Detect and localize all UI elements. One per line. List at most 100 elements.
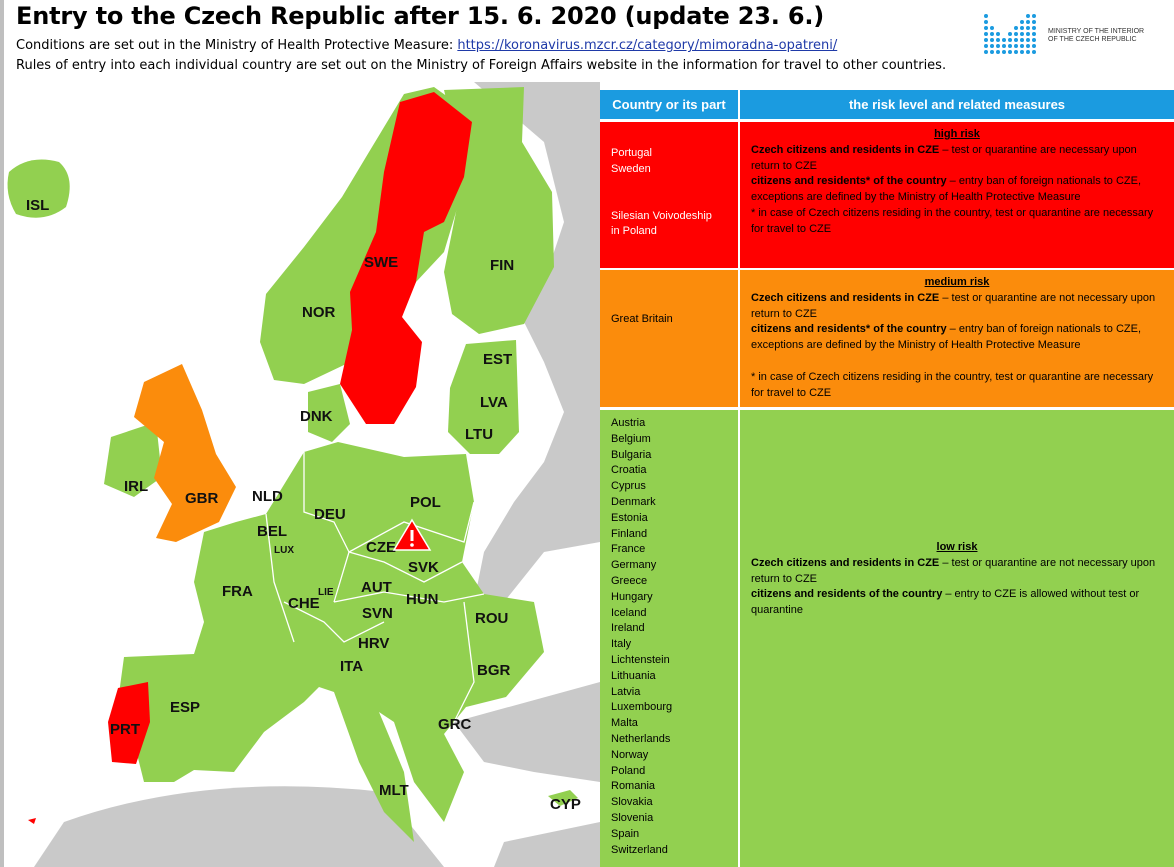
great-britain-shape — [134, 364, 236, 542]
low-risk-country: Switzerland — [611, 843, 668, 856]
label-hun: HUN — [406, 591, 439, 608]
low-risk-country: Austria — [611, 417, 646, 429]
low-risk-country: Lithuania — [611, 669, 656, 682]
label-rou: ROU — [475, 610, 508, 627]
low-risk-country: Luxembourg — [611, 701, 673, 714]
medium-risk-line2-bold: citizens and residents* of the country — [751, 323, 947, 336]
europe-map: ISL NOR SWE FIN EST LVA LTU DNK IRL GBR … — [4, 82, 600, 867]
label-che: CHE — [288, 595, 320, 612]
label-cyp: CYP — [550, 796, 581, 813]
medium-risk-title: medium risk — [924, 276, 990, 288]
low-risk-country-list: Austria Belgium Bulgaria Croatia Cyprus Denma… — [611, 416, 727, 858]
label-swe: SWE — [364, 254, 398, 271]
low-risk-country: Denmark — [611, 495, 656, 508]
low-risk-country: Hungary — [611, 590, 653, 603]
medium-risk-note: * in case of Czech citizens residing in … — [751, 370, 1154, 399]
label-grc: GRC — [438, 716, 472, 733]
low-risk-country: Slovenia — [611, 811, 654, 824]
label-cze: CZE — [366, 539, 396, 556]
low-risk-country: Ireland — [611, 622, 645, 635]
north-africa — [34, 786, 444, 867]
low-risk-line2: citizens and residents of the country – … — [751, 587, 1163, 619]
label-ltu: LTU — [465, 426, 493, 443]
medium-risk-line2: citizens and residents* of the country –… — [751, 322, 1163, 354]
label-deu: DEU — [314, 506, 346, 523]
risk-table: Country or its part the risk level and r… — [600, 90, 1174, 867]
label-bgr: BGR — [477, 662, 511, 679]
low-risk-country: Bulgaria — [611, 448, 652, 461]
medium-risk-line1-bold: Czech citizens and residents in CZE — [751, 291, 940, 304]
label-nld: NLD — [252, 488, 283, 505]
madeira-shape — [28, 818, 36, 824]
high-country-2: Sweden — [611, 162, 651, 175]
label-fra: FRA — [222, 583, 253, 600]
low-risk-country: Malta — [611, 717, 638, 730]
label-mlt: MLT — [379, 782, 409, 799]
low-risk-country: France — [611, 543, 646, 556]
high-country-1: Portugal — [611, 147, 652, 159]
low-risk-country: Iceland — [611, 606, 647, 619]
high-risk-line2: citizens and residents* of the country –… — [751, 174, 1163, 206]
high-risk-title: high risk — [934, 128, 980, 140]
high-risk-line2-bold: citizens and residents* of the country — [751, 175, 947, 188]
low-risk-country: Belgium — [611, 432, 651, 445]
low-risk-line2-rest: – entry to CZE is allowed without test o… — [751, 588, 1140, 617]
country-borders — [265, 452, 485, 723]
conditions-text: Conditions are set out in the Ministry o… — [16, 38, 458, 53]
low-risk-line2-bold: citizens and residents of the country — [751, 588, 943, 601]
conditions-link[interactable]: https://koronavirus.mzcr.cz/category/mim… — [457, 38, 838, 53]
high-risk-line1-bold: Czech citizens and residents in CZE — [751, 143, 940, 156]
low-risk-country: Romania — [611, 780, 656, 793]
label-lie: LIE — [318, 587, 334, 598]
label-bel: BEL — [257, 523, 287, 540]
logo-line-1: MINISTRY OF THE INTERIOR — [1048, 28, 1145, 35]
portugal-shape — [108, 682, 150, 764]
label-est: EST — [483, 351, 512, 368]
conditions-line: Conditions are set out in the Ministry o… — [16, 38, 837, 53]
continental-eu-shape — [119, 442, 544, 842]
medium-risk-countries: Great Britain — [600, 270, 738, 407]
low-risk-country: Greece — [611, 574, 648, 587]
low-risk-country: Netherlands — [611, 732, 671, 745]
label-lux: LUX — [274, 545, 294, 556]
low-risk-country: Cyprus — [611, 480, 646, 493]
label-svk: SVK — [408, 559, 439, 576]
left-border — [0, 0, 4, 867]
finland-shape — [444, 87, 554, 334]
low-risk-country: Estonia — [611, 511, 648, 524]
low-risk-country: Spain — [611, 827, 640, 840]
medium-country-1: Great Britain — [611, 313, 673, 325]
low-risk-line1-rest: – test or quarantine are not necessary u… — [751, 556, 1156, 585]
high-risk-countries: Portugal Sweden Silesian Voivodeship in … — [600, 122, 738, 268]
label-svn: SVN — [362, 605, 393, 622]
table-header-country: Country or its part — [600, 90, 738, 119]
low-risk-country: Slovakia — [611, 796, 653, 809]
table-header-risk: the risk level and related measures — [740, 90, 1174, 119]
low-risk-country: Finland — [611, 527, 648, 540]
label-hrv: HRV — [358, 635, 389, 652]
label-ita: ITA — [340, 658, 363, 675]
denmark-shape — [308, 384, 350, 442]
label-lva: LVA — [480, 394, 508, 411]
label-pol: POL — [410, 494, 441, 511]
warning-icon — [392, 518, 432, 551]
middle-east — [494, 822, 600, 867]
turkey — [454, 682, 600, 782]
low-risk-measures: low risk Czech citizens and residents in… — [740, 410, 1174, 867]
sweden-shape — [340, 92, 472, 424]
label-prt: PRT — [110, 721, 140, 738]
label-dnk: DNK — [300, 408, 333, 425]
europe-map-svg: ISL NOR SWE FIN EST LVA LTU DNK IRL GBR … — [4, 82, 600, 867]
low-risk-country: Germany — [611, 559, 657, 572]
medium-risk-line1: Czech citizens and residents in CZE – te… — [751, 291, 1163, 323]
medium-risk-line2-rest: – entry ban of foreign nationals to CZE,… — [751, 323, 1142, 352]
label-esp: ESP — [170, 699, 200, 716]
cyprus-shape — [548, 790, 578, 806]
high-risk-line1: Czech citizens and residents in CZE – te… — [751, 143, 1163, 175]
ministry-logo: MINISTRY OF THE INTERIOR OF THE CZECH RE… — [982, 12, 1172, 58]
label-aut: AUT — [361, 579, 392, 596]
low-risk-country: Norway — [611, 748, 649, 761]
high-country-3-line2: in Poland — [611, 225, 657, 238]
label-fin: FIN — [490, 257, 514, 274]
medium-risk-measures: medium risk Czech citizens and residents… — [740, 270, 1174, 407]
